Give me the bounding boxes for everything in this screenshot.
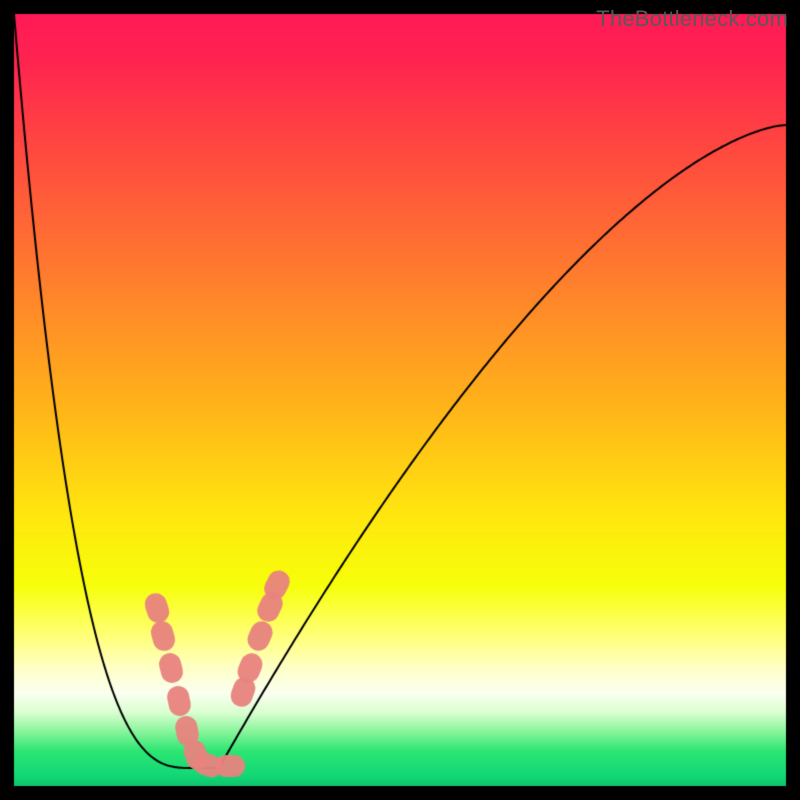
reflectance-curve-chart <box>0 0 800 800</box>
chart-stage: TheBottleneck.com <box>0 0 800 800</box>
watermark-text: TheBottleneck.com <box>596 6 788 32</box>
